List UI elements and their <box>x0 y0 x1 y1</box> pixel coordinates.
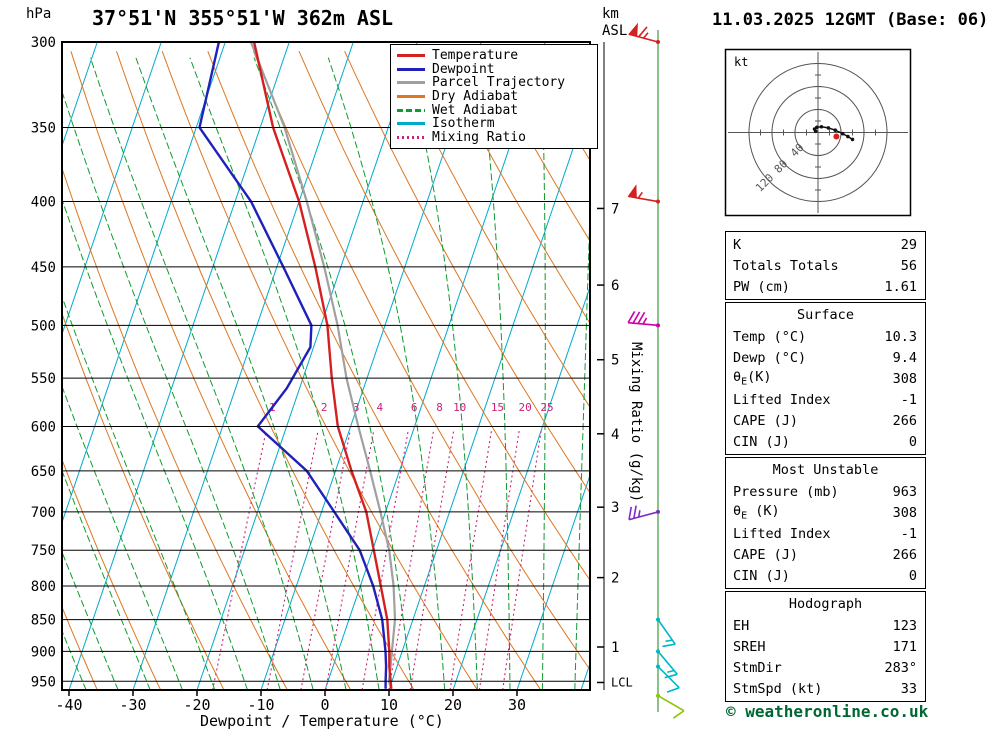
svg-text:8: 8 <box>436 401 443 414</box>
svg-text:-10: -10 <box>247 696 274 714</box>
svg-text:-30: -30 <box>119 696 146 714</box>
svg-text:25: 25 <box>540 401 553 414</box>
stat-row-surface-lifted-index: Lifted Index -1 <box>733 391 917 408</box>
svg-text:300: 300 <box>31 35 56 51</box>
stat-row-k: K 29 <box>733 236 917 253</box>
legend-swatch-parcel <box>397 81 425 85</box>
svg-text:700: 700 <box>31 505 56 521</box>
svg-text:20: 20 <box>518 401 531 414</box>
svg-text:800: 800 <box>31 579 56 595</box>
legend-swatch-dewpoint <box>397 67 425 71</box>
stat-row-surface-theta-e: θE(K) 308 <box>733 369 917 388</box>
svg-text:20: 20 <box>444 696 462 714</box>
copyright-text: © weatheronline.co.uk <box>726 702 929 721</box>
svg-text:4: 4 <box>376 401 383 414</box>
svg-text:750: 750 <box>31 543 56 559</box>
stat-row-mu-pressure: Pressure (mb) 963 <box>733 483 917 500</box>
station-title: 37°51'N 355°51'W 362m ASL <box>92 6 394 30</box>
svg-text:850: 850 <box>31 613 56 629</box>
svg-text:5: 5 <box>611 353 619 369</box>
pressure-unit-label: hPa <box>26 6 52 22</box>
svg-text:10: 10 <box>453 401 466 414</box>
stat-row-mu-cin: CIN (J) 0 <box>733 567 917 584</box>
svg-text:30: 30 <box>508 696 526 714</box>
svg-text:-40: -40 <box>55 696 82 714</box>
hodograph-box: Hodograph EH 123 SREH 171 StmDir 283° StmSp… <box>725 591 926 702</box>
chart-legend: Temperature Dewpoint Parcel Trajectory D… <box>390 44 598 150</box>
svg-text:3: 3 <box>611 500 619 516</box>
svg-text:6: 6 <box>611 278 619 294</box>
svg-text:LCL: LCL <box>611 675 633 689</box>
legend-swatch-mixing-ratio <box>397 135 425 139</box>
legend-item-dry-adiabat: Dry Adiabat <box>397 89 591 104</box>
legend-item-temperature: Temperature <box>397 48 591 63</box>
indices-box: K 29 Totals Totals 56 PW (cm) 1.61 <box>725 231 926 300</box>
svg-text:2: 2 <box>611 571 619 587</box>
svg-text:15: 15 <box>491 401 504 414</box>
skewt-chart: 1 2 3 4 6 8 10 15 20 2530035040045050055060065070… <box>31 22 685 719</box>
surface-box-title: Surface <box>797 307 854 323</box>
legend-swatch-isotherm <box>397 122 425 126</box>
legend-item-mixing-ratio: Mixing Ratio <box>397 130 591 145</box>
stat-row-totals-totals: Totals Totals 56 <box>733 257 917 274</box>
svg-text:4: 4 <box>611 427 619 443</box>
stat-row-mu-cape: CAPE (J) 266 <box>733 546 917 563</box>
svg-text:950: 950 <box>31 674 56 690</box>
stat-row-pw: PW (cm) 1.61 <box>733 278 917 295</box>
x-axis-title: Dewpoint / Temperature (°C) <box>200 712 444 730</box>
svg-text:900: 900 <box>31 644 56 660</box>
most-unstable-box: Most Unstable Pressure (mb) 963 θE (K) 30… <box>725 457 926 589</box>
stat-row-mu-theta-e: θE (K) 308 <box>733 503 917 522</box>
svg-text:0: 0 <box>320 696 329 714</box>
legend-item-parcel-trajectory: Parcel Trajectory <box>397 75 591 90</box>
svg-text:450: 450 <box>31 260 56 276</box>
stat-row-stmspd: StmSpd (kt) 33 <box>733 680 917 697</box>
stat-row-surface-dewp: Dewp (°C) 9.4 <box>733 349 917 366</box>
mixing-ratio-axis-label: Mixing Ratio (g/kg) <box>628 342 644 503</box>
svg-text:400: 400 <box>31 195 56 211</box>
legend-swatch-wet-adiabat <box>397 108 425 112</box>
legend-item-wet-adiabat: Wet Adiabat <box>397 103 591 118</box>
svg-text:350: 350 <box>31 120 56 136</box>
datetime-title: 11.03.2025 12GMT (Base: 06) <box>712 10 989 30</box>
legend-item-dewpoint: Dewpoint <box>397 62 591 77</box>
svg-text:650: 650 <box>31 464 56 480</box>
stat-row-stmdir: StmDir 283° <box>733 659 917 676</box>
legend-swatch-temperature <box>397 54 425 58</box>
svg-text:600: 600 <box>31 419 56 435</box>
svg-text:7: 7 <box>611 201 619 217</box>
most-unstable-box-title: Most Unstable <box>772 462 879 478</box>
svg-text:1: 1 <box>611 640 619 656</box>
surface-box: Surface Temp (°C) 10.3 Dewp (°C) 9.4 θE(K)… <box>725 302 926 455</box>
svg-text:550: 550 <box>31 371 56 387</box>
svg-text:6: 6 <box>411 401 418 414</box>
svg-text:10: 10 <box>380 696 398 714</box>
stat-row-eh: EH 123 <box>733 617 917 634</box>
legend-item-isotherm: Isotherm <box>397 116 591 131</box>
stats-panel: K 29 Totals Totals 56 PW (cm) 1.61 Surface … <box>725 231 926 704</box>
hodograph-box-title: Hodograph <box>788 596 863 612</box>
svg-text:-20: -20 <box>183 696 210 714</box>
stat-row-surface-cape: CAPE (J) 266 <box>733 412 917 429</box>
svg-text:3: 3 <box>353 401 360 414</box>
svg-text:kt: kt <box>734 55 748 69</box>
svg-text:500: 500 <box>31 318 56 334</box>
stat-row-surface-cin: CIN (J) 0 <box>733 433 917 450</box>
stat-row-mu-lifted-index: Lifted Index -1 <box>733 525 917 542</box>
svg-text:2: 2 <box>321 401 328 414</box>
stat-row-sreh: SREH 171 <box>733 638 917 655</box>
legend-swatch-dry-adiabat <box>397 95 425 99</box>
km-axis-label: km ASL <box>602 6 628 39</box>
stat-row-surface-temp: Temp (°C) 10.3 <box>733 328 917 345</box>
